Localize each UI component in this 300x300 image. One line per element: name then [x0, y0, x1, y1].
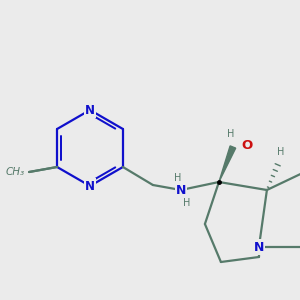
Text: H: H	[174, 173, 182, 183]
Text: H: H	[277, 147, 285, 157]
Text: H: H	[183, 198, 190, 208]
Text: CH₃: CH₃	[6, 167, 25, 177]
Text: H: H	[227, 129, 235, 139]
Text: N: N	[176, 184, 186, 196]
Text: N: N	[85, 179, 95, 193]
Text: N: N	[254, 241, 264, 254]
Polygon shape	[219, 146, 236, 182]
Text: O: O	[241, 139, 252, 152]
Text: N: N	[85, 103, 95, 116]
